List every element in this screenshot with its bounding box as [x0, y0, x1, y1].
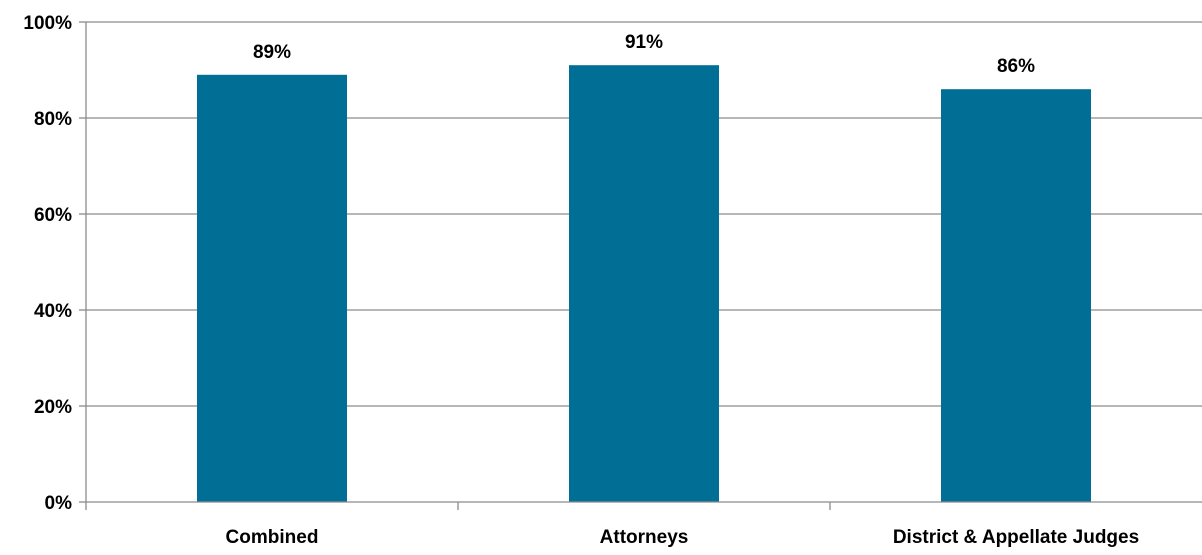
y-tick-label-40: 40% [34, 301, 72, 322]
axes [79, 21, 1202, 510]
bar-1 [197, 74, 347, 503]
category-label-2: Attorneys [600, 527, 689, 548]
data-label-background-2 [618, 25, 670, 58]
y-tick-label-100: 100% [23, 13, 72, 34]
y-tick-label-80: 80% [34, 109, 72, 130]
category-labels: Combined Attorneys District & Appellate Ju… [226, 527, 1140, 548]
y-tick-label-60: 60% [34, 205, 72, 226]
y-tick-label-0: 0% [45, 493, 73, 514]
bars [197, 25, 1091, 503]
data-label-1: 89% [253, 42, 291, 63]
data-labels: 89% 91% 86% [253, 32, 1035, 77]
category-label-3: District & Appellate Judges [893, 527, 1139, 548]
bar-2 [569, 65, 719, 502]
y-tick-label-20: 20% [34, 397, 72, 418]
bar-3 [941, 89, 1091, 502]
data-label-background-1 [246, 34, 298, 67]
data-label-3: 86% [997, 56, 1035, 77]
y-tick-labels: 0% 20% 40% 60% 80% 100% [23, 13, 72, 514]
data-label-background-3 [990, 49, 1042, 82]
category-label-1: Combined [226, 527, 319, 548]
data-label-2: 91% [625, 32, 663, 53]
